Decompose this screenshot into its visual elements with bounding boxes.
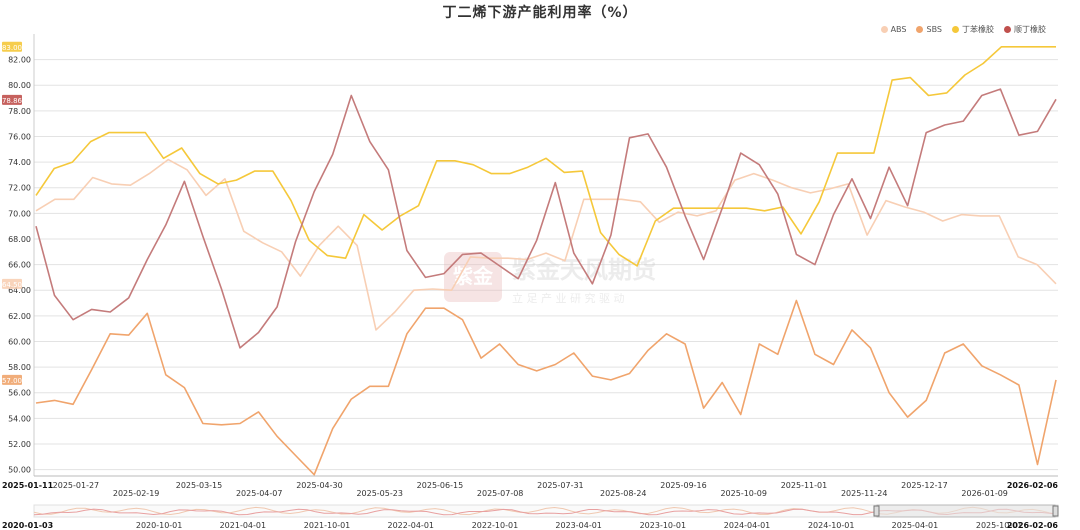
- x-tick-label: 2025-07-31: [537, 481, 584, 490]
- watermark-logo-icon: 紫金: [444, 252, 502, 302]
- legend-label-abs: ABS: [890, 25, 907, 34]
- series-line-丁苯橡胶: [35, 45, 1056, 267]
- x-tick-label: 2025-08-24: [600, 489, 647, 498]
- y-tick-label: 64.00: [8, 286, 31, 295]
- y-axis: 50.00 52.00 54.00 56.00 58.00 60.00 62.00 64.00…: [8, 34, 35, 476]
- y-tick-label: 54.00: [8, 414, 31, 423]
- y-tick-label: 72.00: [8, 184, 31, 193]
- x-tick-label: 2026-02-06: [1007, 481, 1059, 490]
- end-label-box: [2, 94, 22, 105]
- end-label-box: [2, 374, 22, 385]
- x-tick-label: 2025-01-11: [2, 481, 54, 490]
- y-tick-label: 52.00: [8, 440, 31, 449]
- navigator-tick-label: 2025-04-01: [892, 521, 939, 530]
- end-label-text: 64.50: [2, 281, 22, 289]
- end-label-text: 57.00: [2, 377, 22, 385]
- x-tick-label: 2025-11-01: [781, 481, 828, 490]
- y-tick-label: 56.00: [8, 389, 31, 398]
- legend-item-abs[interactable]: ABS: [880, 24, 907, 35]
- legend-label-sbs: SBS: [926, 25, 942, 34]
- x-tick-label: 2025-04-30: [296, 481, 343, 490]
- series-line-顺丁橡胶: [35, 88, 1057, 349]
- y-tick-label: 78.00: [8, 107, 31, 116]
- y-tick-label: 50.00: [8, 466, 31, 475]
- y-tick-label: 76.00: [8, 132, 31, 141]
- x-tick-label: 2025-02-19: [113, 489, 160, 498]
- watermark: 紫金 紫金天风期货 立 足 产 业 研 究 驱 动: [444, 252, 656, 305]
- navigator-left-handle: [873, 505, 880, 517]
- legend-item-br[interactable]: 顺丁橡胶: [1004, 24, 1046, 35]
- y-tick-label: 66.00: [8, 261, 31, 270]
- x-tick-label: 2025-06-15: [417, 481, 464, 490]
- x-tick-label: 2025-09-16: [660, 481, 707, 490]
- navigator-selected-range: [876, 504, 1056, 518]
- x-tick-label: 2026-01-09: [961, 489, 1008, 498]
- x-tick-label: 2025-04-07: [236, 489, 283, 498]
- navigator-right-handle: [1052, 505, 1059, 517]
- legend-label-sbr: 丁苯橡胶: [962, 25, 994, 34]
- navigator-tick-label: 2023-04-01: [555, 521, 602, 530]
- x-tick-label: 2025-12-17: [901, 481, 948, 490]
- y-tick-label: 62.00: [8, 312, 31, 321]
- navigator-tick-label: 2022-04-01: [388, 521, 435, 530]
- navigator-tick-label: 2026-02-06: [1007, 521, 1059, 530]
- y-tick-label: 82.00: [8, 56, 31, 65]
- x-tick-label: 2025-03-15: [176, 481, 223, 490]
- navigator-tick-label: 2022-10-01: [472, 521, 519, 530]
- x-tick-label: 2025-07-08: [477, 489, 524, 498]
- navigator-tick-label: 2024-04-01: [724, 521, 771, 530]
- legend-item-sbr[interactable]: 丁苯橡胶: [952, 24, 994, 35]
- legend-item-sbs[interactable]: SBS: [916, 24, 942, 35]
- legend-swatch-sbs: [916, 26, 924, 33]
- series-line-SBS: [35, 299, 1057, 476]
- y-tick-label: 60.00: [8, 337, 31, 346]
- navigator-tick-label: 2021-10-01: [304, 521, 351, 530]
- chart-title: 丁二烯下游产能利用率（%）: [442, 5, 638, 21]
- grid: [34, 59, 1058, 471]
- series-line-ABS: [35, 158, 1057, 331]
- navigator-tick-label: 2021-04-01: [220, 521, 267, 530]
- range-navigator[interactable]: 2020-01-03 2020-10-01 2021-04-01 2021-10-01…: [2, 504, 1059, 530]
- end-label-box: [2, 278, 22, 289]
- navigator-tick-label: 2020-10-01: [136, 521, 183, 530]
- navigator-tick-label: 2025-10-01: [976, 521, 1023, 530]
- end-label-text: 78.86: [2, 97, 23, 105]
- y-tick-label: 58.00: [8, 363, 31, 372]
- x-tick-label: 2025-11-24: [841, 489, 888, 498]
- y-tick-label: 80.00: [8, 81, 31, 90]
- navigator-tick-label: 2024-10-01: [808, 521, 855, 530]
- watermark-slogan: 立 足 产 业 研 究 驱 动: [512, 291, 624, 305]
- series-layer: [35, 45, 1057, 476]
- legend-label-br: 顺丁橡胶: [1014, 25, 1046, 34]
- legend-swatch-abs: [880, 26, 888, 33]
- end-label-text: 83.00: [2, 44, 22, 52]
- legend: ABS SBS 丁苯橡胶 顺丁橡胶: [880, 24, 1046, 35]
- navigator-tick-label: 2020-01-03: [2, 521, 53, 530]
- y-tick-label: 70.00: [8, 209, 31, 218]
- x-tick-label: 2025-05-23: [356, 489, 403, 498]
- x-axis: 2025-01-11 2025-01-27 2025-03-15 2025-04-30…: [2, 475, 1059, 498]
- legend-swatch-sbr: [952, 26, 959, 33]
- legend-swatch-br: [1004, 26, 1011, 33]
- end-value-labels: 64.50 57.00 83.00 78.86: [2, 41, 23, 385]
- navigator-tick-label: 2023-10-01: [640, 521, 687, 530]
- y-tick-label: 68.00: [8, 235, 31, 244]
- x-tick-label: 2025-01-27: [53, 481, 100, 490]
- end-label-box: [2, 41, 22, 52]
- x-tick-label: 2025-10-09: [720, 489, 767, 498]
- y-tick-label: 74.00: [8, 158, 31, 167]
